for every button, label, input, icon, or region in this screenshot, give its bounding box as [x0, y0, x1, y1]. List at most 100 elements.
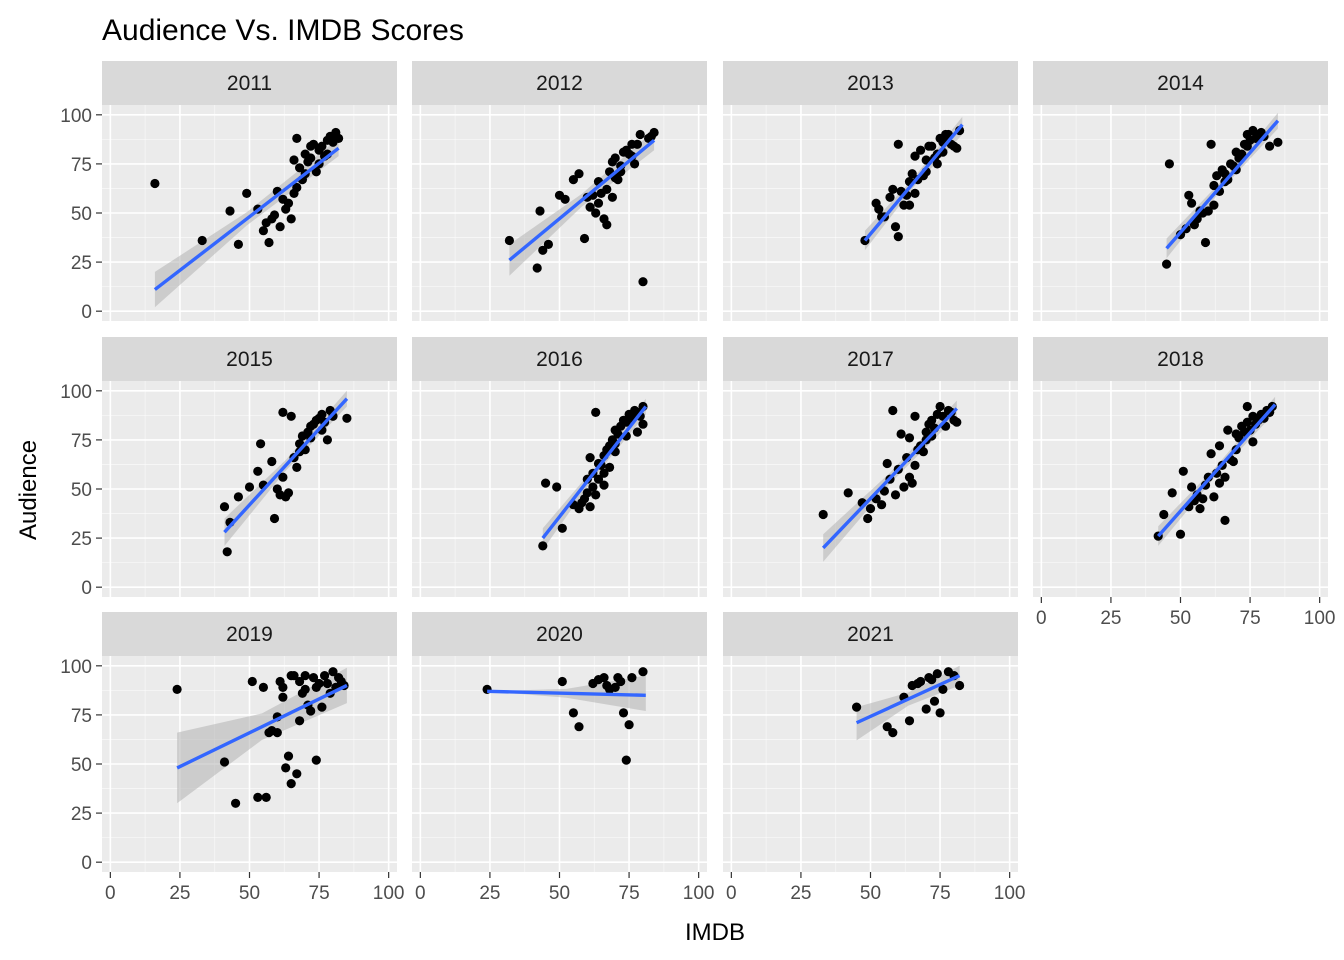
- data-point: [568, 708, 579, 718]
- data-point: [638, 419, 648, 429]
- data-point: [893, 139, 903, 149]
- data-point: [618, 708, 629, 718]
- data-point: [921, 704, 931, 714]
- data-point: [579, 233, 590, 244]
- data-point: [283, 198, 294, 208]
- data-point: [927, 415, 937, 425]
- facet-panel-2015: 2015 0 25 50 75 100: [60, 337, 397, 599]
- data-point: [1214, 441, 1225, 451]
- data-point: [286, 411, 296, 421]
- data-point: [610, 682, 620, 693]
- data-point: [585, 202, 595, 212]
- data-point: [952, 143, 962, 153]
- regression-line: [508, 139, 656, 262]
- y-tick-label: 75: [71, 706, 92, 727]
- data-point: [306, 141, 316, 151]
- y-axis-title: Audience: [15, 440, 42, 540]
- data-point: [560, 194, 570, 204]
- data-point: [935, 401, 945, 412]
- data-point: [588, 482, 598, 492]
- data-point: [308, 673, 319, 683]
- data-point: [504, 235, 514, 246]
- data-point: [306, 153, 316, 163]
- data-point: [278, 472, 288, 482]
- data-point: [275, 222, 285, 232]
- data-point: [197, 235, 207, 246]
- data-point: [541, 478, 551, 488]
- data-point: [1175, 529, 1186, 539]
- data-point: [882, 722, 892, 732]
- x-tick-label: 0: [1036, 608, 1047, 629]
- data-point: [585, 502, 595, 512]
- data-point: [585, 453, 595, 463]
- data-point: [1162, 259, 1172, 269]
- data-point: [632, 427, 643, 437]
- data-point: [602, 184, 612, 194]
- y-tick-label: 100: [60, 106, 92, 127]
- data-point: [247, 676, 257, 687]
- data-point: [916, 145, 926, 155]
- data-point: [932, 159, 942, 169]
- data-point: [888, 728, 898, 738]
- facet-strip: [412, 612, 707, 656]
- data-point: [295, 716, 305, 726]
- data-point: [283, 751, 294, 761]
- data-point: [1223, 425, 1233, 435]
- data-point: [910, 411, 920, 421]
- data-point: [1242, 401, 1252, 412]
- data-point: [1214, 478, 1225, 488]
- data-point: [300, 671, 310, 681]
- x-tick-label: 100: [373, 883, 405, 904]
- data-point: [927, 141, 937, 151]
- regression-line: [855, 674, 961, 725]
- facet-strip: [102, 61, 397, 105]
- facet-strip-label: 2018: [1157, 348, 1204, 371]
- data-point: [1198, 494, 1208, 504]
- data-point: [910, 188, 920, 198]
- data-point: [219, 502, 230, 512]
- data-point: [1242, 417, 1252, 427]
- data-point: [1187, 482, 1197, 492]
- data-point: [292, 182, 302, 193]
- data-point: [877, 500, 887, 510]
- data-point: [890, 222, 901, 232]
- data-point: [593, 198, 604, 208]
- data-point: [1200, 237, 1211, 248]
- data-point: [591, 490, 601, 500]
- regression-line: [223, 397, 349, 534]
- facet-strip: [412, 61, 707, 105]
- data-point: [311, 682, 321, 693]
- facet-panel-2014: 2014: [1033, 61, 1328, 321]
- data-point: [261, 792, 271, 803]
- regression-line: [541, 405, 648, 540]
- data-point: [286, 779, 296, 789]
- facet-strip-label: 2014: [1157, 72, 1204, 95]
- data-point: [342, 413, 352, 423]
- data-point: [281, 763, 291, 773]
- data-point: [1195, 504, 1205, 514]
- x-tick-label: 25: [169, 883, 190, 904]
- facet-strip-label: 2013: [847, 72, 894, 95]
- data-point: [1187, 198, 1197, 208]
- facet-panel-2019: 2019 0 25 50 75 100 0 25 50 75 100: [60, 612, 405, 904]
- data-point: [852, 702, 862, 712]
- data-point: [904, 433, 915, 443]
- facet-strip-label: 2011: [227, 72, 272, 95]
- data-point: [1220, 515, 1230, 526]
- confidence-band: [856, 665, 960, 741]
- data-point: [278, 682, 288, 693]
- facet-strip-label: 2016: [536, 348, 583, 371]
- data-point: [172, 684, 182, 695]
- data-point: [292, 462, 302, 472]
- data-point: [328, 667, 338, 677]
- data-point: [888, 184, 898, 194]
- facet-strip-label: 2015: [226, 348, 273, 371]
- regression-line: [1165, 119, 1280, 250]
- data-point: [638, 277, 648, 287]
- data-point: [938, 684, 948, 695]
- data-point: [225, 206, 235, 216]
- data-point: [890, 490, 901, 500]
- data-point: [1167, 488, 1177, 498]
- data-point: [907, 478, 917, 488]
- data-point: [599, 468, 609, 478]
